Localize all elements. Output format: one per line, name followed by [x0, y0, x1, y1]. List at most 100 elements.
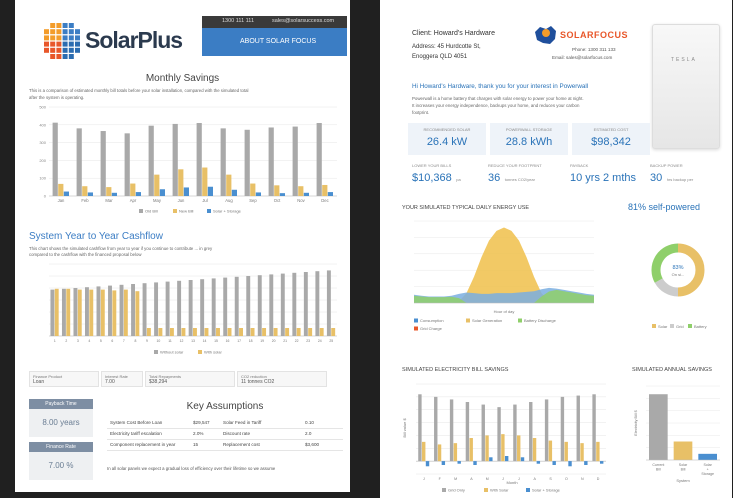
logo-tile	[62, 35, 68, 41]
donut-legend-item: Battery	[688, 324, 707, 329]
metric-value: 30	[650, 172, 663, 184]
x-tick-label: 25	[329, 339, 333, 343]
logo-tile	[68, 29, 74, 35]
logo-tile	[44, 47, 49, 53]
x-tick-label: Solar	[703, 463, 712, 467]
x-tick-label: M	[486, 477, 489, 481]
assumption-divider	[107, 428, 343, 429]
summary-value: Loan	[33, 379, 45, 385]
logo-tile	[44, 41, 49, 47]
x-tick-label: Current	[652, 463, 664, 467]
bar	[548, 440, 553, 462]
bar	[207, 186, 213, 196]
annual-savings-title: SIMULATED ANNUAL SAVINGS	[632, 367, 712, 373]
bar	[457, 461, 461, 464]
bar	[61, 288, 66, 336]
finance-rate-box: Finance Rate 7.00 %	[29, 442, 93, 480]
bar	[89, 289, 94, 336]
bar	[112, 290, 117, 336]
bar	[178, 169, 184, 196]
x-tick-label: 1	[54, 339, 56, 343]
assumption-cell: $29,547	[193, 420, 210, 425]
bar	[96, 286, 101, 336]
x-axis-label: Month	[506, 480, 517, 485]
metric-item: LOWER YOUR BILLS $10,368 pa	[412, 163, 461, 186]
bar	[177, 280, 182, 336]
bar	[172, 123, 178, 196]
assumption-divider	[107, 439, 343, 440]
bar	[244, 129, 250, 196]
bar	[322, 184, 328, 196]
metric-value: 36	[488, 172, 501, 184]
bar	[292, 126, 298, 196]
bar	[319, 328, 324, 336]
x-tick-label: 17	[237, 339, 241, 343]
bar	[76, 128, 82, 196]
bar	[315, 271, 320, 336]
donut-center-label: On si...	[672, 272, 685, 277]
bar	[202, 167, 208, 196]
bar	[580, 443, 584, 462]
self-powered-donut: 83%On si...	[651, 243, 705, 297]
metric-item: REDUCE YOUR FOOTPRINT 36 tonnes CO2/year	[488, 163, 542, 186]
x-tick-label: 15	[214, 339, 218, 343]
x-tick-label: 13	[191, 339, 195, 343]
summary-label: Finance Product	[33, 374, 63, 379]
legend-label: Consumption	[420, 318, 444, 323]
bar	[280, 273, 285, 336]
y-tick-label: 100	[39, 176, 46, 181]
bar	[497, 407, 501, 462]
intro-line3: footprint.	[412, 110, 430, 115]
solarfocus-brand: SOLARFOCUS	[560, 30, 628, 40]
bar	[200, 279, 205, 336]
x-tick-label: J	[423, 477, 425, 481]
legend-swatch	[154, 350, 158, 354]
bar	[50, 289, 55, 336]
metric-label: ESTIMATED COST	[593, 127, 629, 132]
x-tick-label: +	[707, 468, 709, 472]
legend-swatch	[526, 488, 530, 492]
payback-value: 8.00 years	[42, 418, 80, 427]
logo-tile	[56, 47, 62, 53]
x-tick-label: S	[549, 477, 552, 481]
bar	[437, 444, 442, 462]
about-link[interactable]: ABOUT SOLAR FOCUS	[240, 38, 317, 45]
x-tick-label: J	[502, 477, 504, 481]
metric-card: POWERWALL STORAGE 28.8 kWh	[490, 123, 568, 155]
logo-tile	[50, 35, 56, 41]
assumptions-title: Key Assumptions	[186, 401, 264, 412]
bar	[501, 434, 505, 462]
bar	[489, 457, 493, 462]
x-tick-label: 16	[226, 339, 230, 343]
logo-tile	[56, 29, 62, 35]
bar	[544, 399, 549, 462]
bar	[58, 183, 64, 196]
bar	[532, 438, 537, 462]
logo-tile	[62, 54, 68, 59]
bar	[231, 189, 237, 196]
bar	[453, 443, 458, 462]
donut-slice	[677, 243, 705, 297]
x-tick-label: 18	[249, 339, 253, 343]
metric-label: BACKUP POWER	[650, 163, 683, 168]
about-banner[interactable]: ABOUT SOLAR FOCUS	[202, 28, 347, 56]
assumption-cell: Discount rate	[223, 431, 251, 436]
metric-item: PAYBACK 10 yrs 2 mths	[570, 163, 636, 186]
bar	[204, 328, 209, 336]
bar	[124, 133, 130, 196]
bar	[285, 328, 290, 336]
bar	[449, 399, 454, 462]
legend-label: Battery Discharge	[524, 318, 557, 323]
logo-tile	[75, 41, 80, 47]
summary-cell: Finance Product Loan	[29, 371, 99, 387]
bar	[273, 328, 278, 336]
metric-unit: tonnes CO2/year	[504, 177, 535, 182]
x-tick-label: 22	[295, 339, 299, 343]
logo-tile	[50, 29, 56, 35]
solarfocus-australia-icon	[535, 26, 556, 44]
bar	[584, 461, 588, 465]
metric-value: 28.8 kWh	[505, 136, 553, 148]
metric-value: 10 yrs 2 mths	[570, 172, 637, 184]
bar	[158, 328, 163, 336]
summary-label: Total Repayments	[149, 374, 182, 379]
